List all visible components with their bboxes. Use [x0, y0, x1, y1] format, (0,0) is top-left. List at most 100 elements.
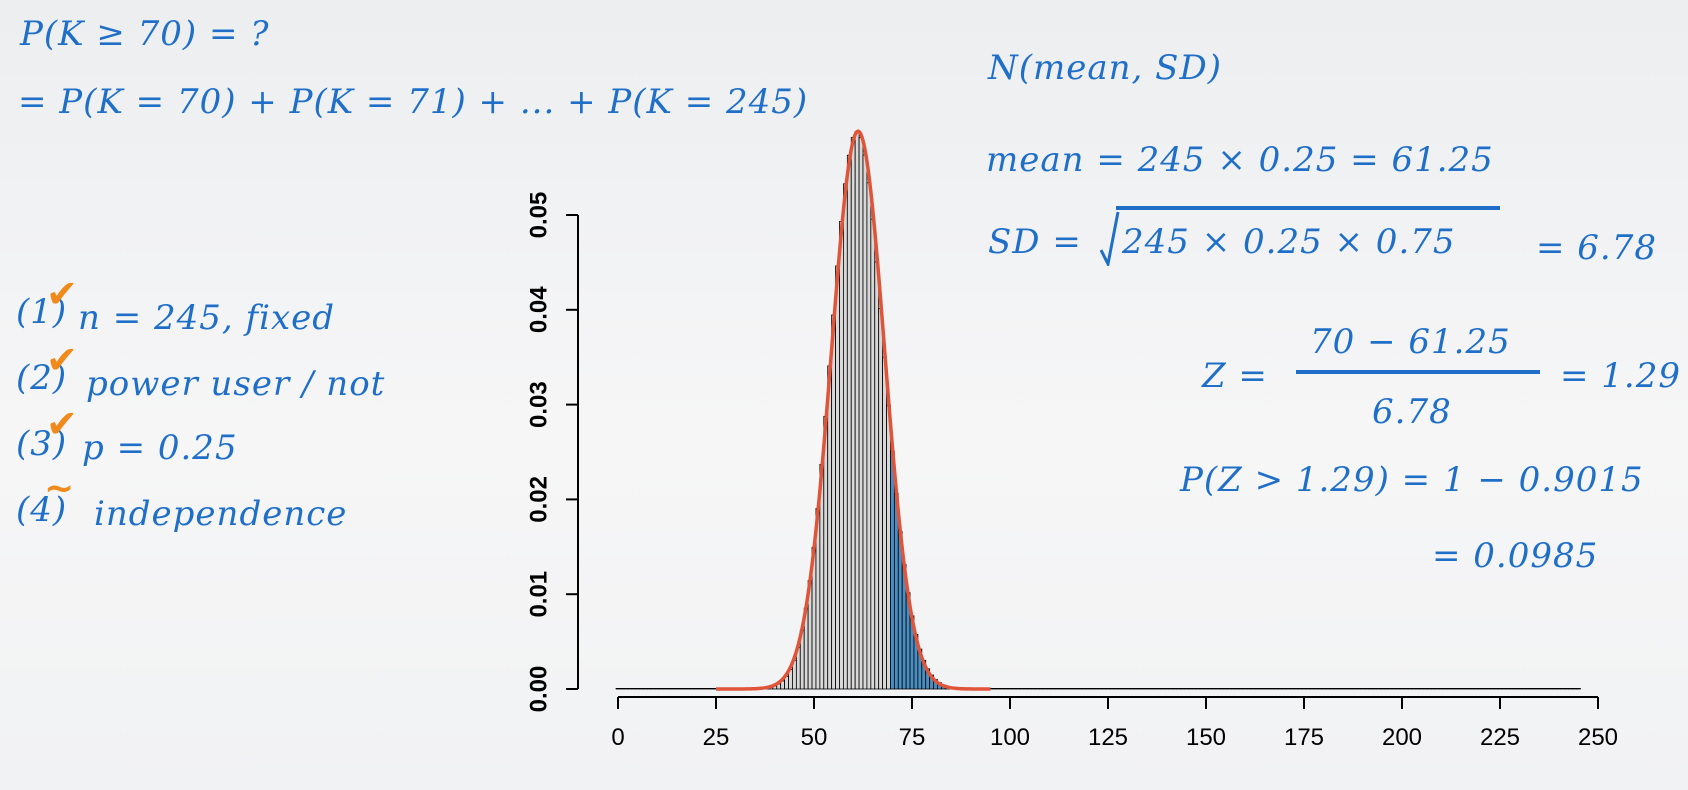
histogram-bar	[882, 356, 887, 690]
histogram-bar	[654, 688, 660, 690]
histogram-bar	[1540, 688, 1546, 690]
histogram-bar	[1093, 688, 1099, 690]
histogram-bar	[1152, 688, 1158, 690]
histogram-bar	[690, 688, 695, 690]
histogram-bar	[635, 688, 640, 690]
histogram-bar	[1395, 688, 1401, 690]
histogram-bar	[1485, 688, 1491, 690]
histogram-bar	[1054, 688, 1060, 690]
histogram-bar	[1042, 688, 1048, 690]
histogram-bar	[1058, 688, 1064, 690]
histogram-bar	[1023, 688, 1029, 690]
histogram-bar	[1066, 688, 1072, 690]
histogram-bar	[1552, 688, 1558, 690]
condition-3-text: p = 0.25	[82, 428, 238, 468]
histogram-bar	[1011, 688, 1017, 690]
histogram-bar	[858, 137, 864, 690]
histogram-bar	[1133, 688, 1138, 690]
histogram-bar	[682, 688, 687, 690]
histogram-bar	[1180, 688, 1185, 690]
histogram-bar	[1254, 688, 1260, 690]
histogram-bar	[1164, 688, 1170, 690]
histogram-bar	[1223, 688, 1228, 690]
histogram-bar	[1125, 688, 1130, 690]
histogram-bar	[650, 688, 656, 690]
histogram-bar	[631, 688, 637, 690]
histogram-bar	[1438, 688, 1444, 690]
x-tick-label: 50	[801, 724, 828, 751]
histogram-bar	[1521, 688, 1526, 690]
histogram-bar	[1074, 688, 1080, 690]
histogram-bar	[1039, 688, 1044, 690]
y-tick-label: 0.05	[525, 192, 552, 239]
histogram-bar	[1568, 688, 1573, 690]
histogram-bar	[1109, 688, 1115, 690]
z-result: = 1.29	[1560, 356, 1681, 396]
histogram-bar	[1356, 688, 1362, 690]
histogram-bar	[854, 131, 860, 690]
histogram-bar	[1082, 688, 1087, 690]
check-icon: ✔	[46, 272, 78, 316]
histogram-bar	[831, 314, 836, 690]
check-icon: ✔	[46, 402, 78, 446]
histogram-bar	[1501, 688, 1507, 690]
histogram-bar	[1407, 688, 1413, 690]
x-tick-label: 250	[1578, 724, 1618, 751]
histogram-bar	[1203, 688, 1209, 690]
histogram-bar	[870, 218, 876, 690]
histogram-bar	[666, 688, 672, 690]
histogram-bar	[1333, 688, 1338, 690]
histogram-bar	[1297, 688, 1303, 690]
histogram-bar	[1274, 688, 1279, 690]
check-icon: ✔	[46, 338, 78, 382]
z-numerator: 70 − 61.25	[1310, 322, 1511, 362]
histogram-bar	[1383, 688, 1389, 690]
histogram-bar	[1336, 688, 1342, 690]
histogram-bar	[1411, 688, 1417, 690]
histogram-bar	[1525, 688, 1530, 690]
histogram-bar	[1015, 688, 1021, 690]
histogram-bar	[1285, 688, 1291, 690]
x-tick-label: 175	[1284, 724, 1324, 751]
histogram-bar	[1168, 688, 1174, 690]
histogram-bars	[615, 131, 1581, 690]
histogram-bar	[1560, 688, 1566, 690]
histogram-bar	[1340, 688, 1346, 690]
histogram-bar	[1019, 688, 1025, 690]
histogram-bar	[850, 137, 856, 690]
histogram-bar	[1246, 688, 1252, 690]
histogram-bar	[709, 688, 715, 690]
condition-1-text: n = 245, fixed	[78, 298, 336, 338]
sqrt-sign	[1099, 210, 1120, 269]
histogram-bar	[1454, 688, 1460, 690]
normal-curve-layer	[715, 129, 992, 691]
histogram-bar	[1117, 688, 1123, 690]
condition-4-number: (4)	[16, 490, 68, 530]
histogram-bar	[1415, 688, 1421, 690]
histogram-bar	[1544, 688, 1550, 690]
histogram-bar	[1446, 688, 1452, 690]
histogram-bar	[662, 688, 668, 690]
sd-radicand: 245 × 0.25 × 0.75	[1122, 222, 1456, 262]
x-tick-label: 100	[990, 724, 1030, 751]
histogram-bar	[1215, 688, 1221, 690]
histogram-bar	[1007, 688, 1013, 690]
histogram-bar	[623, 688, 629, 690]
histogram-bar	[1564, 688, 1570, 690]
histogram-bar	[1231, 688, 1236, 690]
histogram-bar	[862, 154, 868, 690]
histogram-bar	[1050, 688, 1056, 690]
y-tick-label: 0.02	[525, 476, 552, 523]
histogram-bar	[1364, 688, 1370, 690]
sd-result: = 6.78	[1536, 228, 1657, 268]
histogram-bar	[1536, 688, 1542, 690]
histogram-bar	[1313, 688, 1319, 690]
histogram-bar	[1423, 688, 1428, 690]
histogram-bar	[1450, 688, 1456, 690]
x-tick-label: 0	[611, 724, 624, 751]
condition-2-text: power user / not	[86, 364, 386, 404]
x-tick-label: 225	[1480, 724, 1520, 751]
histogram-bar	[705, 688, 711, 690]
normal-curve	[715, 129, 992, 691]
histogram-bar	[1556, 688, 1562, 690]
